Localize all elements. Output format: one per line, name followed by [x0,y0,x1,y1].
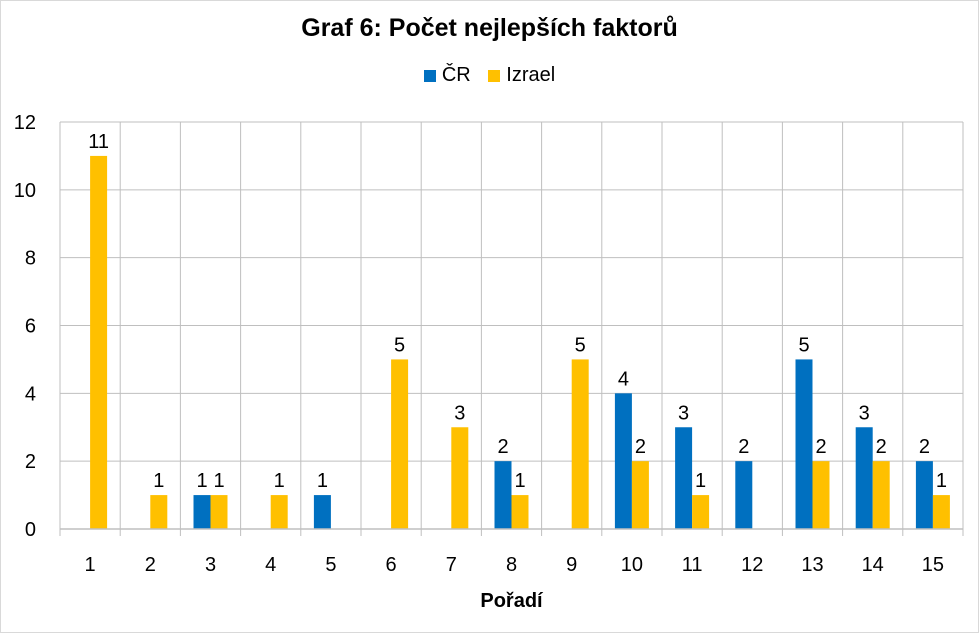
bar-izrael [451,427,469,529]
x-tick-label: 14 [862,554,884,576]
x-axis-title: Pořadí [480,590,544,612]
bar-izrael [90,155,108,529]
y-tick-label: 12 [14,112,36,134]
x-tick-label: 2 [145,554,156,576]
data-label-cr: 4 [618,368,629,390]
bar-izrael [391,359,409,529]
y-tick-label: 10 [14,180,36,202]
data-label-izrael: 3 [454,402,465,424]
chart-title: Graf 6: Počet nejlepších faktorů [301,14,678,42]
y-tick-label: 6 [25,316,36,338]
data-label-izrael: 1 [936,470,947,492]
x-tick-label: 3 [205,554,216,576]
x-tick-label: 13 [801,554,823,576]
x-tick-label: 5 [325,554,336,576]
data-label-izrael: 1 [514,470,525,492]
data-label-cr: 2 [919,436,930,458]
legend-swatch-cr [423,69,436,82]
data-label-cr: 5 [798,334,809,356]
data-label-izrael: 1 [274,470,285,492]
data-label-cr: 2 [738,436,749,458]
data-label-izrael: 2 [635,436,646,458]
bar-izrael [631,461,649,529]
y-tick-label: 8 [25,248,36,270]
x-tick-label: 8 [506,554,517,576]
legend-item-cr: ČR [423,64,471,87]
bar-izrael [210,495,228,529]
y-tick-label: 2 [25,451,36,473]
bar-izrael [571,359,589,529]
bar-izrael [812,461,830,529]
x-tick-label: 9 [566,554,577,576]
data-label-izrael: 11 [88,131,109,153]
bar-izrael [872,461,890,529]
x-tick-label: 10 [621,554,643,576]
bar-cr [614,393,632,529]
y-tick-label: 4 [25,383,36,405]
data-label-cr: 2 [497,436,508,458]
x-tick-label: 15 [922,554,944,576]
x-tick-label: 4 [265,554,276,576]
legend-swatch-izrael [488,69,501,82]
legend-label-cr: ČR [441,64,471,86]
x-tick-label: 6 [386,554,397,576]
data-label-izrael: 1 [153,470,164,492]
bar-izrael [932,495,950,529]
bar-izrael [150,495,168,529]
data-label-izrael: 5 [394,334,405,356]
legend-item-izrael: Izrael [488,64,555,87]
data-label-izrael: 2 [876,436,887,458]
bar-cr [795,359,813,529]
data-label-cr: 1 [317,470,328,492]
x-tick-label: 11 [682,554,703,576]
bar-cr [735,461,753,529]
data-label-cr: 3 [859,402,870,424]
bar-cr [855,427,873,529]
chart-legend: ČR Izrael [0,64,979,88]
bar-cr [494,461,512,529]
data-label-izrael: 1 [213,470,224,492]
bar-izrael [511,495,529,529]
x-tick-label: 1 [85,554,96,576]
bar-izrael [692,495,710,529]
data-label-cr: 3 [678,402,689,424]
x-tick-label: 12 [741,554,763,576]
data-label-cr: 1 [196,470,207,492]
legend-label-izrael: Izrael [506,64,556,86]
y-tick-label: 0 [25,519,36,541]
bar-cr [915,461,933,529]
data-label-izrael: 5 [575,334,586,356]
bar-cr [675,427,693,529]
bar-cr [193,495,211,529]
bar-izrael [270,495,288,529]
x-tick-label: 7 [446,554,457,576]
data-label-izrael: 2 [815,436,826,458]
data-label-izrael: 1 [695,470,706,492]
bar-cr [313,495,331,529]
